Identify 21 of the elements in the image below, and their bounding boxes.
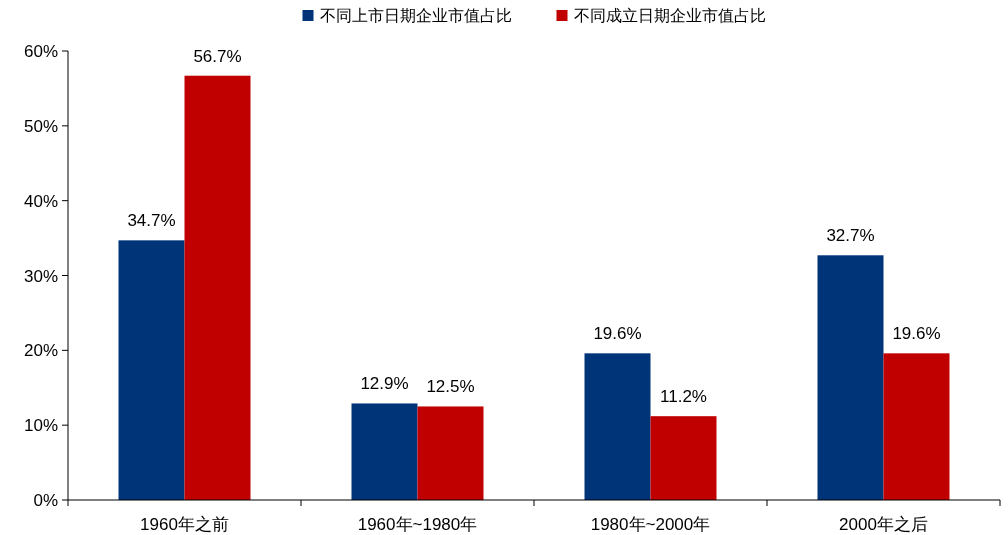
data-label: 19.6% — [593, 324, 642, 344]
x-tick-label: 1960年之前 — [140, 515, 229, 534]
data-label: 12.5% — [426, 377, 475, 397]
legend-label: 不同成立日期企业市值占比 — [573, 7, 766, 24]
data-label: 32.7% — [826, 226, 875, 246]
y-tick-label: 50% — [23, 116, 58, 136]
y-tick-label: 30% — [23, 266, 58, 286]
y-tick-label: 0% — [33, 491, 58, 510]
data-label: 12.9% — [360, 374, 409, 394]
data-label: 19.6% — [892, 324, 941, 344]
y-tick-label: 40% — [23, 191, 58, 211]
legend-label: 不同上市日期企业市值占比 — [319, 7, 512, 24]
y-tick-label: 60% — [23, 42, 58, 61]
data-label: 11.2% — [660, 387, 707, 407]
data-label: 34.7% — [127, 211, 176, 231]
y-tick-label: 10% — [23, 416, 58, 436]
data-label: 56.7% — [193, 46, 242, 66]
y-tick-label: 20% — [23, 341, 58, 361]
x-tick-label: 1980年~2000年 — [590, 515, 711, 534]
x-tick-label: 1960年~1980年 — [357, 515, 478, 534]
x-tick-label: 2000年之后 — [839, 515, 928, 534]
